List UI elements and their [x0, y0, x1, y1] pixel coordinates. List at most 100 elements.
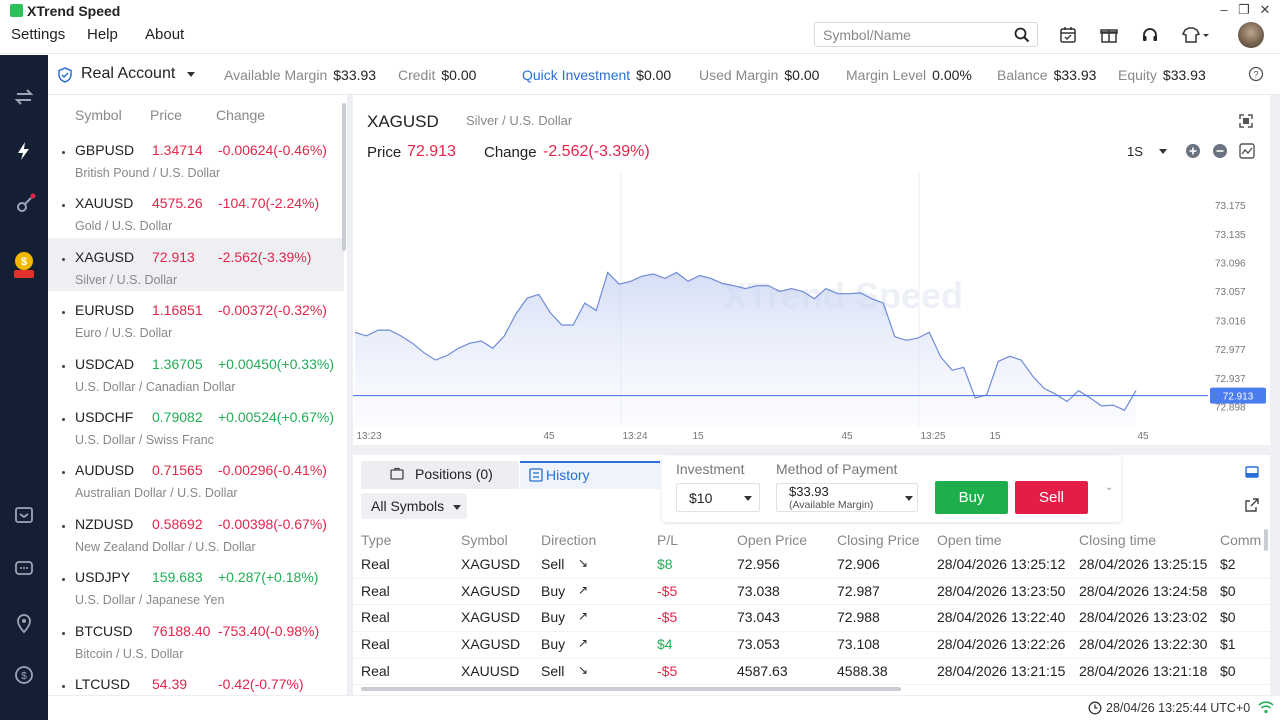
sell-button[interactable]: Sell [1015, 481, 1088, 514]
watchlist-row[interactable]: USDCHF 0.79082 +0.00524(+0.67%) U.S. Dollar… [48, 398, 344, 451]
table-row[interactable]: Real XAGUSD Buy ↗ -$5 73.038 72.987 28/04/2026 … [353, 579, 1270, 606]
col-closing-price[interactable]: Closing Price [837, 532, 920, 548]
panel-layout-icon[interactable] [1244, 464, 1260, 480]
table-row[interactable]: Real XAUUSD Sell ↘ -$5 4587.63 4588.38 28/04/20… [353, 659, 1270, 686]
chat-icon[interactable] [12, 557, 36, 581]
col-change[interactable]: Change [216, 107, 266, 123]
education-icon[interactable] [12, 503, 36, 527]
vertical-scrollbar[interactable] [1264, 529, 1268, 551]
minimize-icon[interactable]: – [1220, 2, 1228, 17]
chevron-down-icon[interactable] [187, 72, 195, 77]
col-pl[interactable]: P/L [657, 532, 679, 548]
row-price: 76188.40 [152, 622, 211, 639]
watchlist-scrollbar[interactable] [342, 103, 346, 251]
coin-reward-icon[interactable]: $ [8, 249, 40, 281]
cell-symbol: XAGUSD [461, 556, 521, 572]
account-selector[interactable]: Real Account [81, 65, 176, 82]
watchlist-row[interactable]: GBPUSD 1.34714 -0.00624(-0.46%) British Pou… [48, 131, 344, 184]
close-icon[interactable]: ✕ [1259, 2, 1271, 17]
location-icon[interactable] [12, 611, 36, 635]
payment-method-sub: (Available Margin) [789, 499, 874, 511]
row-price: 72.913 [152, 248, 195, 265]
user-avatar[interactable] [1238, 22, 1264, 48]
search-input[interactable] [823, 26, 1003, 44]
watchlist-row[interactable]: USDCAD 1.36705 +0.00450(+0.33%) U.S. Dollar… [48, 345, 344, 398]
tab-history[interactable]: History [520, 461, 660, 489]
cell-type: Real [361, 662, 390, 679]
buy-button[interactable]: Buy [935, 481, 1008, 514]
col-commission[interactable]: Comm [1220, 532, 1262, 548]
transfer-icon[interactable] [12, 85, 36, 109]
restore-icon[interactable]: ❐ [1238, 2, 1250, 17]
row-change: +0.287(+0.18%) [218, 569, 319, 586]
row-price: 1.16851 [152, 302, 203, 319]
current-price-tag [1210, 387, 1266, 404]
direction-arrow-icon: ↘ [578, 662, 589, 677]
row-change: -0.00296(-0.41%) [218, 462, 327, 479]
rocket-icon[interactable] [12, 193, 36, 217]
timeframe-select[interactable]: 1S [1127, 144, 1143, 159]
bullet [62, 364, 65, 368]
zoom-out-icon[interactable] [1212, 143, 1228, 159]
zoom-in-icon[interactable] [1185, 143, 1201, 159]
col-direction[interactable]: Direction [541, 532, 597, 548]
menu-settings[interactable]: Settings [11, 26, 66, 43]
svg-text:$: $ [21, 256, 27, 268]
watchlist-row[interactable]: XAGUSD 72.913 -2.562(-3.39%) Silver / U.S. … [48, 237, 344, 292]
search-icon[interactable] [1013, 26, 1031, 44]
menu-bar: Settings Help About [0, 22, 1280, 54]
col-closing-time[interactable]: Closing time [1079, 532, 1157, 548]
chart-symbol: XAGUSD [367, 112, 439, 131]
symbol-filter-select[interactable]: All Symbols [361, 493, 467, 519]
tab-positions[interactable]: Positions (0) [361, 461, 519, 489]
collapse-icon[interactable]: ⌄ [1105, 482, 1114, 493]
menu-about[interactable]: About [145, 26, 185, 43]
investment-select[interactable]: $10 [676, 483, 760, 512]
row-change: -104.70(-2.24%) [218, 195, 320, 212]
cell-type: Real [361, 636, 390, 653]
col-symbol[interactable]: Symbol [75, 107, 122, 123]
bullet [62, 578, 65, 582]
divider [1270, 95, 1280, 695]
headset-icon[interactable] [1140, 25, 1160, 45]
shirt-icon[interactable] [1180, 25, 1210, 45]
menu-help[interactable]: Help [87, 26, 118, 43]
y-tick-label: 73.096 [1215, 258, 1246, 269]
row-description: U.S. Dollar / Japanese Yen [75, 593, 225, 608]
help-icon[interactable]: ? [1248, 66, 1264, 82]
col-open-price[interactable]: Open Price [737, 532, 808, 548]
watchlist-row[interactable]: LTCUSD 54.39 -0.42(-0.77%) [48, 665, 344, 695]
watchlist-row[interactable]: BTCUSD 76188.40 -753.40(-0.98%) Bitcoin / U… [48, 612, 344, 665]
stat-quick-investment[interactable]: Quick Investment $0.00 [522, 67, 672, 83]
watchlist-row[interactable]: XAUUSD 4575.26 -104.70(-2.24%) Gold / U.S. … [48, 184, 344, 237]
horizontal-scrollbar[interactable] [361, 687, 901, 691]
payment-method-select[interactable]: $33.93 (Available Margin) [776, 483, 918, 512]
cell-open-price: 73.038 [737, 582, 780, 599]
chart-type-icon[interactable] [1239, 143, 1255, 159]
y-tick-label: 73.135 [1215, 230, 1246, 241]
watchlist-row[interactable]: EURUSD 1.16851 -0.00372(-0.32%) Euro / U.S.… [48, 291, 344, 344]
col-price[interactable]: Price [150, 107, 182, 123]
cell-commission: $0 [1220, 609, 1236, 626]
price-chart[interactable]: XTrend Speed72.91373.17573.13573.09673.0… [353, 172, 1270, 445]
calendar-icon[interactable] [1058, 25, 1078, 45]
table-row[interactable]: Real XAGUSD Sell ↘ $8 72.956 72.906 28/04/2026 … [353, 552, 1270, 579]
bullet [62, 685, 65, 688]
table-row[interactable]: Real XAGUSD Buy ↗ -$5 73.043 72.988 28/04/2026 … [353, 605, 1270, 633]
change-label: Change [484, 144, 537, 161]
gift-icon[interactable] [1099, 25, 1119, 45]
col-symbol[interactable]: Symbol [461, 532, 508, 548]
watchlist-row[interactable]: AUDUSD 0.71565 -0.00296(-0.41%) Australian … [48, 451, 344, 504]
row-change: +0.00450(+0.33%) [218, 355, 334, 372]
table-row[interactable]: Real XAGUSD Buy ↗ $4 73.053 73.108 28/04/2026 1… [353, 632, 1270, 659]
col-open-time[interactable]: Open time [937, 532, 1002, 548]
chevron-down-icon[interactable] [1159, 149, 1167, 154]
external-link-icon[interactable] [1244, 497, 1260, 513]
lightning-icon[interactable] [12, 139, 36, 163]
col-type[interactable]: Type [361, 532, 392, 548]
deposit-icon[interactable]: $ [12, 663, 36, 687]
fullscreen-icon[interactable] [1238, 113, 1254, 129]
title-bar: XTrend Speed – ❐ ✕ [0, 0, 1280, 22]
watchlist-row[interactable]: USDJPY 159.683 +0.287(+0.18%) U.S. Dollar /… [48, 558, 344, 611]
watchlist-row[interactable]: NZDUSD 0.58692 -0.00398(-0.67%) New Zealand… [48, 505, 344, 558]
